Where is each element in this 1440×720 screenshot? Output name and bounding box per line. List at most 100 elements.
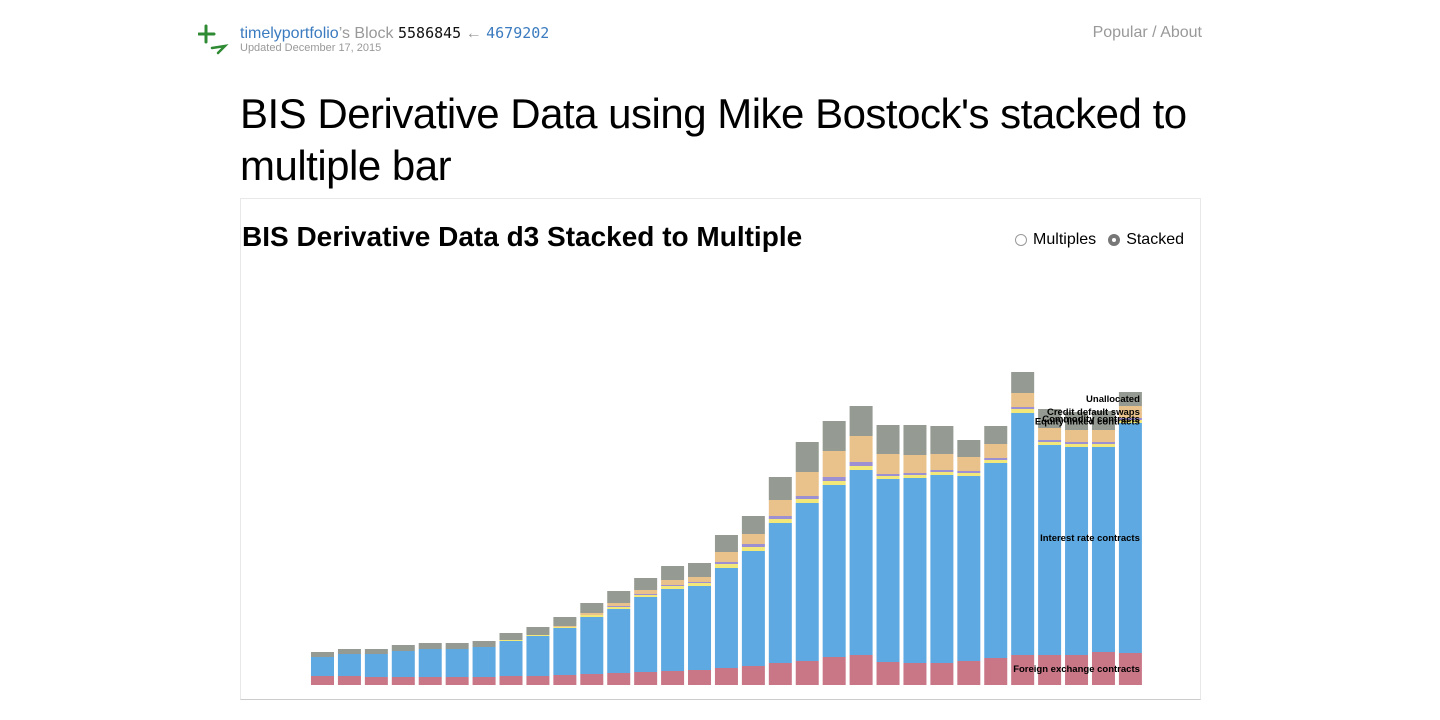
bar-segment-eq [957,473,981,476]
bar-segment-eq [714,564,738,568]
bar-segment-fx [445,677,469,685]
bar-segment-fx [688,670,712,685]
bar-segment-fx [499,676,523,685]
series-label-fx: Foreign exchange contracts [1013,664,1140,675]
bar-segment-fx [930,663,954,685]
bar-segment-cds [1065,430,1089,442]
parent-arrow: ← [465,25,482,42]
bar-segment-un [1065,412,1089,430]
popular-link[interactable]: Popular [1092,24,1148,41]
page-title: BIS Derivative Data using Mike Bostock's… [240,90,1187,189]
bar-segment-ir [930,475,954,663]
bar-segment-ir [472,647,496,677]
multiples-label[interactable]: Multiples [1033,231,1097,248]
bar-segment-un [337,649,361,654]
bar-segment-fx [391,677,415,685]
bar-segment-fx [1118,653,1142,685]
bar-segment-ir [1038,445,1062,655]
bar-segment-un [445,643,469,649]
bar-segment-cds [1091,430,1115,442]
bar-segment-cds [984,444,1008,458]
bar-segment-eq [499,640,523,641]
multiples-radio[interactable] [1015,234,1028,246]
bar-segment-fx [1011,655,1035,685]
series-label-cds: Credit default swaps [1047,407,1140,418]
bar-segment-eq [903,475,927,478]
bar-segment-un [418,643,442,649]
layout-toggle: Multiples Stacked [1015,231,1190,249]
bar-segment-ir [364,654,388,677]
bar-segment-ir [580,617,604,674]
bar-segment-eq [1118,420,1142,423]
block-label: ’s Block [338,25,394,42]
bar-segment-ir [903,478,927,663]
bar-segment-cds [768,500,792,516]
bar-segment-cm [849,462,873,466]
bar-segment-un [768,477,792,500]
bar-segment-eq [768,519,792,523]
bar-segment-fx [768,663,792,685]
bar-segment-fx [364,677,388,685]
bar-segment-ir [553,628,577,675]
bar-segment-un [903,425,927,455]
bar-segment-cds [903,455,927,473]
top-nav: Popular / About [1093,24,1202,42]
bar-segment-ir [1011,413,1035,655]
bar-segment-fx [741,666,765,685]
bar-segment-un [1011,372,1035,393]
bar-segment-fx [1091,652,1115,685]
bar-segment-fx [876,662,900,685]
chart-frame: BIS Derivative Data d3 Stacked to Multip… [240,198,1201,700]
bar-segment-cm [634,594,658,595]
user-link[interactable]: timelyportfolio [240,25,339,42]
parent-block-link[interactable]: 4679202 [486,24,550,42]
bar-segment-ir [768,523,792,663]
about-link[interactable]: About [1160,24,1202,41]
bar-segment-fx [661,671,685,685]
stacked-label[interactable]: Stacked [1126,231,1184,248]
bar-segment-eq [1091,444,1115,447]
bar-segment-eq [1011,409,1035,413]
bar-segment-cm [1065,442,1089,444]
series-label-cm: Commodity contracts [1042,414,1140,425]
stacked-radio[interactable] [1108,234,1121,246]
block-info: timelyportfolio’s Block 5586845 ← 467920… [240,24,549,43]
bar-segment-cm [607,606,631,607]
bar-segment-cds [1118,406,1142,418]
bar-segment-eq [741,547,765,551]
bar-segment-cds [930,454,954,470]
bar-segment-un [984,426,1008,444]
series-label-eq: Equity-linked contracts [1035,417,1140,428]
bar-segment-un [795,442,819,472]
bar-segment-cds [957,457,981,471]
bar-segment-ir [634,597,658,672]
bar-segment-un [607,591,631,603]
bar-segment-un [741,516,765,534]
bar-segment-cds [580,613,604,615]
bar-segment-fx [472,677,496,685]
bar-segment-un [499,633,523,640]
bar-segment-fx [607,673,631,685]
bar-segment-un [849,406,873,436]
bar-segment-cds [553,626,577,627]
stacked-bar-chart: Foreign exchange contracts Interest rate … [311,372,1142,685]
bar-segment-eq [661,586,685,589]
bar-segment-ir [526,636,550,676]
bar-segment-eq [795,499,819,503]
bar-segment-ir [984,463,1008,658]
bar-segment-ir [714,568,738,668]
bar-segment-eq [553,627,577,628]
bar-segment-ir [849,470,873,655]
bar-segment-un [553,617,577,626]
bar-segment-eq [634,595,658,597]
bar-segment-un [472,641,496,647]
bar-segment-ir [418,649,442,677]
bar-segment-cds [607,603,631,606]
bar-segment-ir [337,654,361,676]
bar-segment-cds [849,436,873,462]
bar-segment-ir [1065,447,1089,655]
bl-ocks-logo-icon[interactable] [198,20,230,56]
block-header: timelyportfolio’s Block 5586845 ← 467920… [198,20,1202,60]
bar-segment-cm [661,585,685,586]
bar-segment-cds [741,534,765,544]
